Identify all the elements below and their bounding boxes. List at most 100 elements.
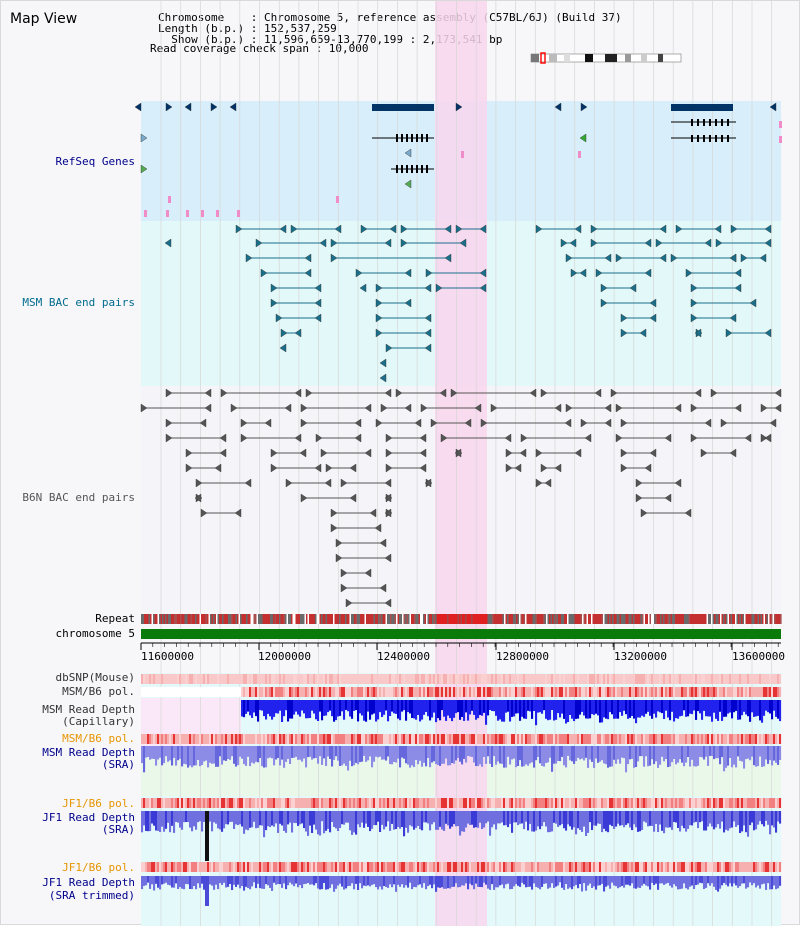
polymorphism-cell xyxy=(207,674,210,684)
depth-bar xyxy=(235,876,238,887)
b6n-bac-track[interactable] xyxy=(140,388,782,608)
repeat-segment xyxy=(523,614,526,624)
depth-bar xyxy=(389,811,392,831)
depth-bar xyxy=(207,746,210,768)
polymorphism-cell xyxy=(429,798,432,808)
repeat-segment xyxy=(159,614,161,624)
repeat-segment xyxy=(195,614,197,624)
depth-bar xyxy=(753,876,756,884)
chromosome-bar[interactable] xyxy=(141,629,781,639)
depth-bar xyxy=(601,746,604,761)
polymorphism-cell xyxy=(417,862,420,872)
depth-bar xyxy=(399,811,402,829)
polymorphism-cell xyxy=(243,734,246,744)
depth-bar xyxy=(751,746,754,757)
polymorphism-cell xyxy=(305,734,308,744)
polymorphism-cell xyxy=(647,674,650,684)
repeat-segment xyxy=(313,614,316,624)
depth-bar xyxy=(237,746,240,766)
exon xyxy=(697,119,699,126)
axis-tick-label: 13200000 xyxy=(614,650,667,663)
end-arrow xyxy=(319,238,327,248)
polymorphism-cell xyxy=(653,674,656,684)
repeat-segment xyxy=(751,614,754,624)
depth-bar xyxy=(387,700,390,722)
depth-bar xyxy=(435,811,438,830)
depth-bar xyxy=(431,700,434,718)
repeat-segment xyxy=(198,614,200,624)
polymorphism-cell xyxy=(617,862,620,872)
polymorphism-cell xyxy=(747,734,750,744)
polymorphism-tracks[interactable] xyxy=(141,674,782,872)
end-arrow xyxy=(615,253,623,263)
polymorphism-cell xyxy=(167,798,170,808)
polymorphism-cell xyxy=(447,734,450,744)
repeat-segment xyxy=(202,614,205,624)
polymorphism-cell xyxy=(641,734,644,744)
msm-bac-track[interactable] xyxy=(164,224,772,383)
repeat-segment xyxy=(406,614,409,624)
end-arrow xyxy=(569,238,577,248)
depth-bar xyxy=(321,811,324,822)
polymorphism-cell xyxy=(325,798,328,808)
polymorphism-cell xyxy=(509,687,512,697)
repeat-segment xyxy=(375,614,377,624)
polymorphism-cell xyxy=(443,687,446,697)
depth-bar xyxy=(743,746,746,769)
depth-bar xyxy=(467,876,470,890)
chromosome-ideogram[interactable] xyxy=(530,52,682,64)
depth-bar xyxy=(233,811,236,829)
depth-bar xyxy=(303,876,306,885)
polymorphism-cell xyxy=(637,862,640,872)
repeat-segment xyxy=(348,614,350,624)
polymorphism-cell xyxy=(215,798,218,808)
depth-bar xyxy=(443,700,446,717)
depth-bar xyxy=(423,876,426,884)
end-arrow xyxy=(324,478,332,488)
repeat-segment xyxy=(160,614,163,624)
depth-bar xyxy=(735,746,738,768)
polymorphism-cell xyxy=(665,734,668,744)
depth-bar xyxy=(475,876,478,884)
depth-bar xyxy=(481,811,484,829)
depth-bar xyxy=(415,876,418,888)
repeat-segment xyxy=(502,614,505,624)
depth-bar xyxy=(253,700,256,713)
depth-bar xyxy=(303,700,306,714)
polymorphism-cell xyxy=(297,862,300,872)
depth-bar xyxy=(595,811,598,826)
polymorphism-cell xyxy=(611,687,614,697)
depth-bar xyxy=(645,876,648,886)
polymorphism-cell xyxy=(763,687,766,697)
highlight-region[interactable] xyxy=(435,1,487,926)
polymorphism-cell xyxy=(623,687,626,697)
polymorphism-cell xyxy=(779,798,782,808)
refseq-genes-track[interactable] xyxy=(134,102,782,217)
polymorphism-cell xyxy=(289,862,292,872)
end-arrow xyxy=(480,418,488,428)
polymorphism-cell xyxy=(369,798,372,808)
depth-bar xyxy=(375,746,378,757)
end-arrow xyxy=(360,224,368,234)
repeat-segment xyxy=(328,614,331,624)
polymorphism-cell xyxy=(507,674,510,684)
repeat-segment xyxy=(169,614,172,624)
depth-bar xyxy=(713,876,716,887)
depth-bar xyxy=(631,700,634,716)
depth-bar xyxy=(283,876,286,884)
depth-bar xyxy=(407,876,410,888)
polymorphism-cell xyxy=(421,687,424,697)
polymorphism-cell xyxy=(167,734,170,744)
end-arrow xyxy=(535,448,543,458)
repeat-segment xyxy=(529,614,532,624)
read-depth-tracks[interactable] xyxy=(141,700,782,906)
repeat-segment xyxy=(388,614,391,624)
polymorphism-cell xyxy=(665,862,668,872)
polymorphism-cell xyxy=(347,862,350,872)
depth-bar xyxy=(145,811,148,831)
end-arrow xyxy=(204,388,212,398)
depth-bar xyxy=(479,700,482,715)
repeat-track[interactable] xyxy=(141,614,782,624)
depth-bar xyxy=(651,811,654,826)
